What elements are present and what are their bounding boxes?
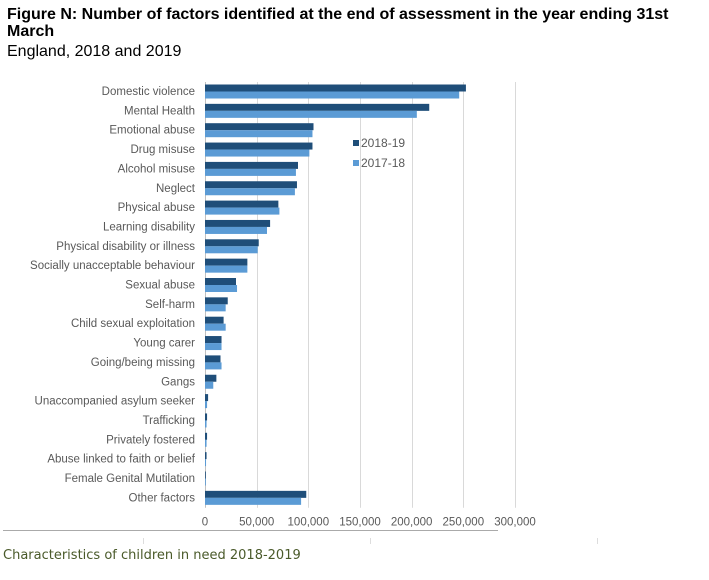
- x-tick-label: 50,000: [239, 517, 274, 529]
- bar-2017-18: [205, 207, 280, 215]
- category-label: Learning disability: [103, 221, 195, 233]
- bar-2017-18: [205, 265, 248, 273]
- divider-line: [3, 530, 498, 531]
- category-label: Mental Health: [124, 105, 195, 117]
- category-label: Self-harm: [145, 299, 195, 311]
- bar-2017-18: [205, 343, 222, 351]
- bar-2017-18: [205, 226, 267, 234]
- x-tick-label: 200,000: [391, 517, 433, 529]
- bar-2017-18: [205, 401, 208, 409]
- bar-2017-18: [205, 110, 417, 118]
- category-label: Sexual abuse: [125, 280, 195, 292]
- bar-2018-19: [205, 432, 208, 440]
- category-label: Other factors: [129, 492, 196, 504]
- bar-chart: Domestic violence Mental Health Emotional …: [30, 82, 536, 529]
- category-labels: Domestic violence Mental Health Emotional …: [30, 86, 196, 504]
- x-tick-label: 250,000: [443, 517, 485, 529]
- bar-2018-19: [205, 413, 208, 421]
- category-label: Physical abuse: [118, 202, 195, 214]
- category-label: Trafficking: [143, 415, 195, 427]
- category-label: Alcohol misuse: [118, 163, 195, 175]
- category-label: Emotional abuse: [109, 125, 195, 137]
- category-label: Abuse linked to faith or belief: [47, 454, 195, 466]
- bar-2018-19: [205, 219, 271, 227]
- bar-2018-19: [205, 297, 228, 305]
- bar-2017-18: [205, 285, 238, 292]
- bar-2018-19: [205, 316, 224, 324]
- bar-2018-19: [205, 471, 206, 479]
- bar-2017-18: [205, 381, 214, 389]
- chart-subtitle: England, 2018 and 2019: [7, 43, 182, 60]
- category-label: Female Genital Mutilation: [65, 473, 195, 485]
- bar-2017-18: [205, 168, 296, 176]
- bar-2017-18: [205, 304, 226, 312]
- bar-2018-19: [205, 142, 313, 150]
- legend-swatch: [353, 140, 359, 146]
- bar-2018-19: [205, 258, 248, 266]
- bar-2017-18: [205, 497, 302, 505]
- bar-2017-18: [205, 478, 206, 486]
- bar-2017-18: [205, 362, 222, 370]
- bar-2017-18: [205, 420, 207, 428]
- chart-title: Figure N: Number of factors identified a…: [7, 6, 669, 40]
- bar-2018-19: [205, 200, 279, 208]
- bars: [205, 84, 466, 505]
- category-label: Young carer: [133, 338, 195, 350]
- bar-2017-18: [205, 130, 313, 138]
- bar-2018-19: [205, 161, 298, 169]
- category-label: Domestic violence: [102, 86, 195, 98]
- category-label: Gangs: [161, 376, 195, 388]
- bar-2017-18: [205, 246, 258, 254]
- divider-tick: [370, 538, 371, 544]
- bar-2018-19: [205, 394, 209, 402]
- bar-2018-19: [205, 278, 236, 285]
- legend-swatch: [353, 160, 359, 166]
- bar-2017-18: [205, 459, 207, 467]
- legend: 2018-19 2017-18: [353, 136, 405, 170]
- bar-2017-18: [205, 188, 295, 196]
- category-label: Physical disability or illness: [56, 241, 195, 253]
- bar-2018-19: [205, 84, 466, 92]
- bar-2017-18: [205, 149, 310, 157]
- bar-2017-18: [205, 439, 207, 447]
- category-label: Going/being missing: [91, 357, 195, 369]
- x-tick-label: 0: [202, 517, 208, 529]
- bar-2018-19: [205, 452, 207, 460]
- legend-label: 2017-18: [361, 156, 405, 170]
- category-label: Drug misuse: [130, 144, 195, 156]
- bar-2017-18: [205, 323, 226, 331]
- bar-2018-19: [205, 103, 430, 111]
- category-label: Neglect: [156, 183, 196, 195]
- divider-tick: [143, 538, 144, 544]
- bar-2018-19: [205, 181, 297, 189]
- x-tick-label: 300,000: [494, 517, 536, 529]
- bar-2018-19: [205, 490, 307, 498]
- bar-2017-18: [205, 91, 460, 99]
- caption-link[interactable]: Characteristics of children in need 2018…: [3, 548, 301, 563]
- bar-2018-19: [205, 239, 259, 247]
- category-label: Socially unacceptable behaviour: [30, 260, 195, 272]
- divider-tick: [597, 538, 598, 544]
- category-label: Privately fostered: [106, 434, 195, 446]
- x-tick-label: 100,000: [288, 517, 330, 529]
- bar-2018-19: [205, 355, 221, 363]
- category-label: Child sexual exploitation: [71, 318, 195, 330]
- category-label: Unaccompanied asylum seeker: [35, 396, 196, 408]
- bar-2018-19: [205, 123, 314, 131]
- bar-2018-19: [205, 374, 217, 382]
- legend-label: 2018-19: [361, 136, 405, 150]
- x-tick-label: 150,000: [339, 517, 381, 529]
- x-tick-labels: 0 50,000 100,000 150,000 200,000 250,000 300,0…: [202, 517, 536, 529]
- bar-2018-19: [205, 336, 222, 344]
